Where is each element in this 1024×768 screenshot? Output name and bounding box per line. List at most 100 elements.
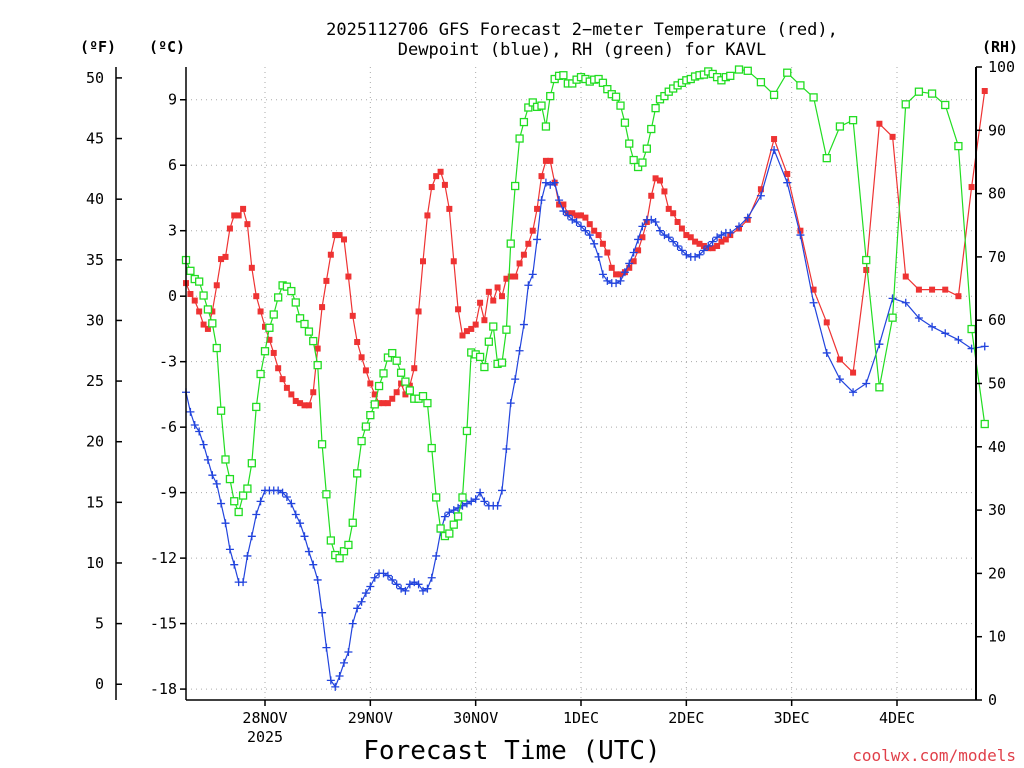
temperature-point xyxy=(902,273,909,280)
dewpoint-point xyxy=(506,399,515,408)
temperature-point xyxy=(292,397,299,404)
fahrenheit-tick-label: 45 xyxy=(86,130,104,148)
temperature-point xyxy=(670,210,677,217)
rh-point xyxy=(304,327,314,336)
dewpoint-point xyxy=(230,560,239,569)
temperature-point xyxy=(687,234,694,241)
dewpoint-point xyxy=(335,671,344,680)
temperature-point xyxy=(520,251,527,258)
dewpoint-point xyxy=(401,586,410,595)
dewpoint-point xyxy=(498,486,506,495)
temperature-point xyxy=(358,354,365,361)
temperature-point xyxy=(349,312,356,319)
temperature-point xyxy=(547,157,554,164)
dewpoint-point xyxy=(862,379,871,388)
rh-point xyxy=(252,402,261,412)
series-layer xyxy=(181,65,989,691)
dewpoint-point xyxy=(357,597,366,606)
rh-point xyxy=(734,65,744,74)
y-axis-ticks: -18-15-12-9-6-30369051015202530354045500… xyxy=(86,58,1015,709)
dewpoint-point xyxy=(677,246,686,255)
rh-point xyxy=(449,520,458,529)
rh-point xyxy=(216,406,226,415)
temperature-point xyxy=(371,391,378,398)
rh-point xyxy=(370,400,379,409)
temperature-point xyxy=(341,236,347,243)
dewpoint-point xyxy=(515,346,524,355)
dewpoint-point xyxy=(353,604,362,613)
temperature-point xyxy=(534,205,541,212)
dewpoint-point xyxy=(647,215,656,224)
rh-series xyxy=(181,65,989,563)
temperature-point xyxy=(297,400,304,407)
temperature-point xyxy=(433,173,440,180)
rh-point xyxy=(313,360,322,370)
rh-line xyxy=(185,68,986,560)
temperature-point xyxy=(472,321,479,328)
dewpoint-point xyxy=(717,231,726,240)
dewpoint-point xyxy=(541,178,550,187)
temperature-point xyxy=(981,88,988,95)
temperature-point xyxy=(810,286,817,293)
dewpoint-point xyxy=(928,322,937,331)
temperature-point xyxy=(283,384,290,391)
dewpoint-point xyxy=(603,276,612,285)
temperature-point xyxy=(314,345,321,352)
rh-point xyxy=(769,90,779,100)
rh-point xyxy=(506,239,515,248)
rh-point xyxy=(287,286,296,296)
temperature-point xyxy=(578,212,584,219)
rh-point xyxy=(458,493,467,502)
temperature-point xyxy=(428,184,435,191)
dewpoint-point xyxy=(432,551,441,560)
dewpoint-point xyxy=(629,248,638,257)
rh-point xyxy=(335,554,344,563)
dewpoint-point xyxy=(287,499,296,508)
rh-point xyxy=(348,518,357,527)
temperature-point xyxy=(354,339,361,346)
temperature-point xyxy=(301,402,308,409)
temperature-point xyxy=(415,308,422,315)
temperature-point xyxy=(784,170,791,177)
temperature-point xyxy=(485,288,492,295)
dewpoint-point xyxy=(713,233,722,242)
temperature-point xyxy=(459,332,466,339)
dewpoint-point xyxy=(638,222,647,231)
dewpoint-point xyxy=(914,314,923,323)
temperature-point xyxy=(244,221,251,228)
temperature-point xyxy=(797,227,804,234)
temperature-point xyxy=(393,389,400,396)
temperature-point xyxy=(477,299,484,306)
rh-point xyxy=(489,322,498,331)
temperature-point xyxy=(692,238,699,245)
rh-tick-label: 100 xyxy=(988,58,1015,76)
dewpoint-point xyxy=(682,250,691,259)
dewpoint-point xyxy=(695,250,704,259)
rh-point xyxy=(445,529,454,538)
temperature-point xyxy=(437,168,444,175)
dewpoint-point xyxy=(559,207,568,216)
temperature-point xyxy=(529,227,536,234)
dewpoint-point xyxy=(743,213,752,222)
dewpoint-point xyxy=(449,506,458,515)
dewpoint-point xyxy=(445,508,454,517)
temperature-point xyxy=(279,376,286,383)
rh-tick-label: 40 xyxy=(988,438,1006,456)
dewpoint-point xyxy=(476,488,485,497)
dewpoint-point xyxy=(208,471,217,480)
rh-point xyxy=(396,368,406,377)
dewpoint-point xyxy=(278,488,287,497)
temperature-point xyxy=(200,321,207,328)
celsius-tick-label: -6 xyxy=(159,418,177,436)
temperature-point xyxy=(599,240,606,247)
fahrenheit-tick-label: 30 xyxy=(86,311,104,329)
fahrenheit-tick-label: 15 xyxy=(86,493,104,511)
temperature-point xyxy=(718,238,725,245)
rh-point xyxy=(295,314,305,323)
fahrenheit-tick-label: 25 xyxy=(86,372,104,390)
grid-lines xyxy=(186,67,976,700)
dewpoint-point xyxy=(440,512,449,521)
dewpoint-point xyxy=(704,241,713,250)
temperature-point xyxy=(942,286,949,293)
dewpoint-point xyxy=(414,580,423,589)
